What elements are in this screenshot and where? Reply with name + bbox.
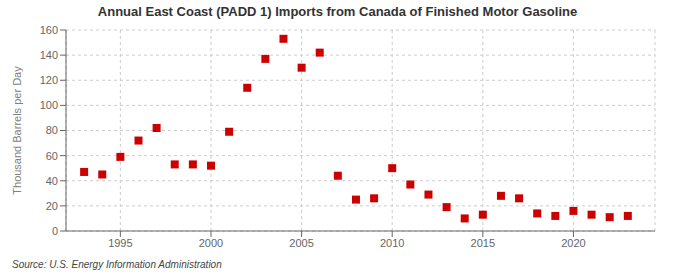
html-text:Annual East Coast (PADD 1) Imp: Annual East Coast (PADD 1) Imports from … (97, 4, 578, 19)
svg-text:2015: 2015 (471, 237, 495, 249)
svg-text:2020: 2020 (561, 237, 585, 249)
html-text:Source: U.S. Energy Informatio: Source: U.S. Energy Information Administ… (12, 259, 222, 270)
svg-text:Thousand Barrels per Day: Thousand Barrels per Day (11, 66, 23, 195)
svg-text:140: 140 (40, 49, 58, 61)
svg-text:1995: 1995 (108, 237, 132, 249)
svg-text:160: 160 (40, 24, 58, 36)
svg-text:100: 100 (40, 99, 58, 111)
svg-text:120: 120 (40, 74, 58, 86)
svg-text:0: 0 (52, 225, 58, 237)
svg-text:80: 80 (46, 124, 58, 136)
svg-text:2005: 2005 (289, 237, 313, 249)
svg-text:2000: 2000 (199, 237, 223, 249)
svg-text:40: 40 (46, 175, 58, 187)
svg-text:60: 60 (46, 150, 58, 162)
svg-text:2010: 2010 (380, 237, 404, 249)
svg-text:20: 20 (46, 200, 58, 212)
